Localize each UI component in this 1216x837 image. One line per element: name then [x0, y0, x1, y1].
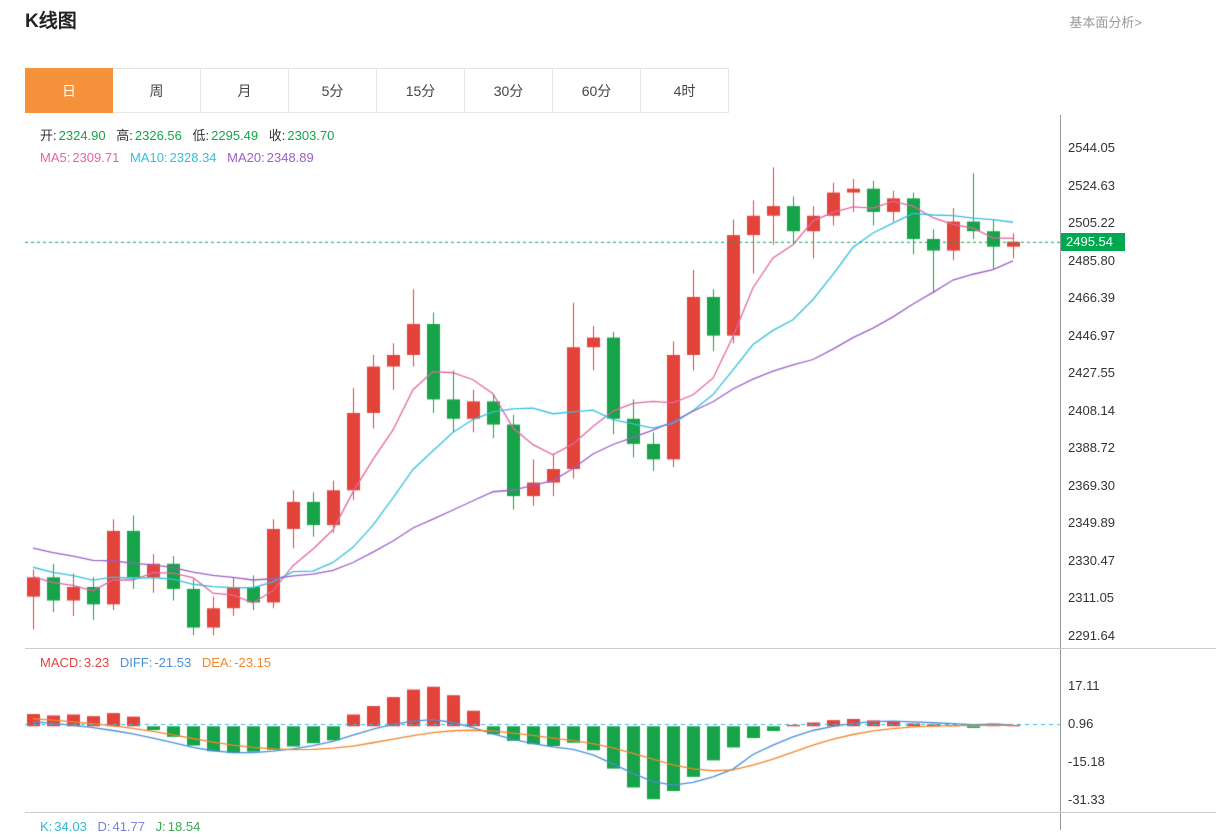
tab-60min[interactable]: 60分	[553, 68, 641, 113]
page-title: K线图	[25, 11, 77, 32]
ma5-label: MA5:	[40, 150, 71, 165]
tab-week[interactable]: 周	[113, 68, 201, 113]
ma5-value: 2309.71	[72, 150, 120, 165]
tab-5min[interactable]: 5分	[289, 68, 377, 113]
price-axis-label: 2369.30	[1068, 477, 1115, 493]
kdj-info: K: 34.03 D: 41.77 J: 18.54	[40, 819, 207, 834]
d-value: 41.77	[112, 819, 146, 834]
kline-chart: 开: 2324.90 高: 2326.56 低: 2295.49 收: 2303.70 …	[0, 115, 1216, 837]
macd-axis-label: -31.33	[1068, 792, 1105, 807]
price-axis-label: 2544.05	[1068, 140, 1115, 155]
macd-kdj-divider	[25, 812, 1216, 813]
price-axis-label: 2466.39	[1068, 290, 1115, 306]
j-value: 18.54	[167, 819, 201, 834]
ma20-label: MA20:	[227, 150, 265, 165]
high-label: 高:	[116, 128, 133, 143]
price-axis-label: 2446.97	[1068, 327, 1115, 343]
price-axis-label: 2291.64	[1068, 628, 1115, 643]
macd-value: 3.23	[83, 655, 110, 670]
close-value: 2303.70	[287, 128, 335, 143]
price-axis-label: 2388.72	[1068, 440, 1115, 456]
macd-canvas[interactable]	[25, 648, 1060, 812]
tab-15min[interactable]: 15分	[377, 68, 465, 113]
macd-info: MACD: 3.23 DIFF: -21.53 DEA: -23.15	[40, 655, 278, 670]
macd-label: MACD:	[40, 655, 82, 670]
diff-label: DIFF:	[119, 655, 153, 670]
main-macd-divider	[25, 648, 1216, 649]
price-axis-label: 2427.55	[1068, 365, 1115, 381]
dea-value: -23.15	[234, 655, 272, 670]
low-value: 2295.49	[211, 128, 259, 143]
candlestick-canvas[interactable]	[25, 115, 1060, 648]
dea-label: DEA:	[201, 655, 233, 670]
ma10-label: MA10:	[129, 150, 168, 165]
d-label: D:	[97, 819, 111, 834]
price-axis-label: 2311.05	[1068, 590, 1115, 606]
tab-month[interactable]: 月	[201, 68, 289, 113]
price-axis-label: 2505.22	[1068, 215, 1115, 231]
k-value: 34.03	[54, 819, 87, 834]
axis-divider	[1060, 115, 1061, 830]
price-axis-label: 2524.63	[1068, 177, 1115, 193]
j-label: J:	[155, 819, 166, 834]
diff-value: -21.53	[154, 655, 192, 670]
open-label: 开:	[40, 128, 57, 143]
price-axis-label: 2330.47	[1068, 552, 1115, 568]
macd-axis-label: 17.11	[1068, 678, 1100, 693]
tab-4hour[interactable]: 4时	[641, 68, 729, 113]
high-value: 2326.56	[134, 128, 182, 143]
macd-axis-label: -15.18	[1068, 753, 1105, 769]
ma20-value: 2348.89	[266, 150, 314, 165]
macd-axis-label: 0.96	[1068, 716, 1094, 731]
current-price-badge: 2495.54	[1061, 232, 1125, 251]
k-label: K:	[40, 819, 53, 834]
open-value: 2324.90	[58, 128, 106, 143]
close-label: 收:	[268, 128, 286, 143]
fundamental-analysis-link[interactable]: 基本面分析>	[1069, 15, 1142, 30]
price-axis-label: 2349.89	[1068, 515, 1115, 531]
ohlc-info: 开: 2324.90 高: 2326.56 低: 2295.49 收: 2303.70	[40, 125, 341, 144]
ma-info: MA5: 2309.71 MA10: 2328.34 MA20: 2348.89	[40, 150, 321, 165]
price-axis-label: 2485.80	[1068, 252, 1115, 268]
low-label: 低:	[192, 128, 210, 143]
price-axis-label: 2408.14	[1068, 402, 1115, 418]
tab-30min[interactable]: 30分	[465, 68, 553, 113]
ma10-value: 2328.34	[169, 150, 217, 165]
tab-day[interactable]: 日	[25, 68, 113, 113]
period-tabs: 日 周 月 5分 15分 30分 60分 4时	[25, 68, 729, 113]
